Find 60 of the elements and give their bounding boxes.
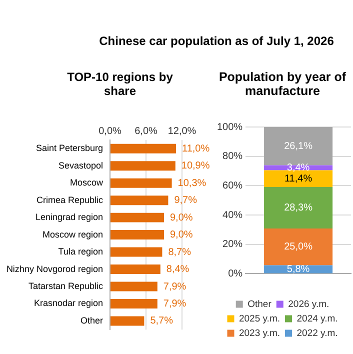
bar (110, 264, 160, 274)
y-tick-label: Saint Petersburg (36, 143, 103, 154)
bar (264, 187, 333, 229)
data-label: 10,9% (181, 160, 210, 172)
legend-label: 2024 y.m. (296, 313, 338, 324)
y-tick-label: 100% (217, 122, 243, 133)
data-label: 11,0% (182, 143, 210, 154)
data-label: 11,4% (284, 173, 312, 184)
legend-label: Other (248, 298, 272, 310)
bar (264, 170, 333, 187)
data-label: 9,7% (174, 195, 198, 206)
bar (110, 178, 172, 188)
bar (110, 161, 176, 171)
chart-subtitle: TOP-10 regions by share (66, 70, 174, 100)
data-label: 5,7% (150, 316, 174, 327)
data-label: 10,3% (178, 178, 206, 189)
text: Chinese car population as of July 1, 2026 (98, 34, 335, 48)
data-label: 9,0% (170, 230, 193, 241)
y-tick-label: Other (80, 315, 103, 326)
x-tick-label: 12,0% (168, 126, 196, 137)
y-tick-label: Crimea Republic (36, 194, 104, 205)
data-label: 28,3% (284, 202, 313, 214)
y-tick-label: Sevastopol (58, 160, 103, 170)
legend-label: 2023 y.m. (238, 328, 280, 339)
y-tick-label: Tula region (58, 246, 103, 257)
bar (110, 282, 158, 292)
x-tick-label: 6,0% (134, 126, 158, 137)
bar (264, 127, 333, 166)
data-label: 7,9% (163, 281, 186, 292)
data-label: 5,8% (286, 264, 310, 275)
data-label: 8,4% (166, 264, 190, 276)
bar (110, 247, 162, 257)
data-label: 7,9% (163, 298, 186, 310)
chart-title: Population by year of manufacture (218, 70, 348, 100)
y-tick-label: Nizhny Novgorod region (6, 264, 103, 274)
y-tick-label: 80% (222, 151, 243, 162)
legend-label: 2022 y.m. (296, 328, 338, 339)
y-tick-label: 20% (222, 239, 243, 250)
bar (110, 316, 144, 326)
y-tick-label: 40% (222, 210, 243, 221)
data-label: 26,1% (284, 140, 313, 152)
data-label: 9,0% (170, 212, 193, 224)
y-tick-label: Moscow (70, 178, 104, 188)
y-tick-label: 60% (222, 180, 243, 192)
y-tick-label: Tatarstan Republic (28, 280, 104, 291)
legend-label: 2026 y.m. (288, 298, 330, 310)
y-tick-label: Krasnodar region (34, 298, 103, 308)
bar (264, 228, 333, 266)
bar (110, 212, 164, 222)
y-tick-label: 0% (228, 268, 243, 280)
legend-label: 2025 y.m. (238, 313, 280, 324)
y-tick-label: Leningrad region (35, 212, 103, 222)
bar (110, 144, 176, 154)
y-tick-label: Moscow region (42, 229, 103, 240)
bar (110, 230, 164, 240)
x-tick-label: 0,0% (98, 126, 122, 137)
data-label: 25,0% (284, 242, 313, 253)
data-label: 8,7% (168, 246, 192, 258)
bar (110, 299, 158, 308)
bar (110, 196, 168, 206)
